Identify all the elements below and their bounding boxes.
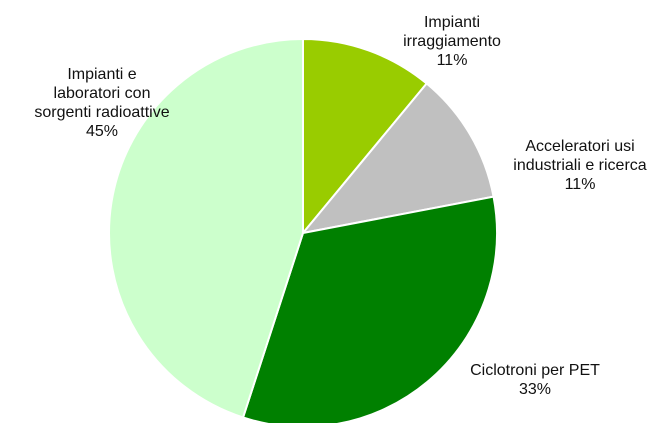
slice-label-line: Acceleratori usi xyxy=(525,138,634,155)
slice-label-line: Ciclotroni per PET xyxy=(470,362,600,379)
slice-label-line: industriali e ricerca xyxy=(513,157,646,174)
slice-label-line: Impianti xyxy=(424,14,480,31)
pie-slice xyxy=(241,195,498,423)
slice-percent-label: 11% xyxy=(437,52,468,69)
slice-label: Impianti e laboratori con sorgenti radioat… xyxy=(34,66,169,140)
slice-label-line: laboratori con xyxy=(54,85,151,102)
pie-slice xyxy=(300,82,495,235)
slice-percent-label: 45% xyxy=(86,123,118,140)
slice-label: Impianti irraggiamento 11% xyxy=(403,14,501,69)
pie-slice xyxy=(108,37,304,419)
slice-label-line: Impianti e xyxy=(67,66,136,83)
pie-slice xyxy=(302,37,429,236)
slice-label: Ciclotroni per PET 33% xyxy=(470,362,600,398)
slice-label-line: sorgenti radioattive xyxy=(34,104,169,121)
slice-percent-label: 33% xyxy=(519,381,551,398)
pie-slices xyxy=(108,37,498,423)
slice-percent-label: 11% xyxy=(565,176,596,193)
pie-labels: Impianti irraggiamento 11%Acceleratori usi… xyxy=(34,14,646,398)
slice-label-line: irraggiamento xyxy=(403,33,501,50)
slice-label: Acceleratori usi industriali e ricerca 11% xyxy=(513,138,646,193)
